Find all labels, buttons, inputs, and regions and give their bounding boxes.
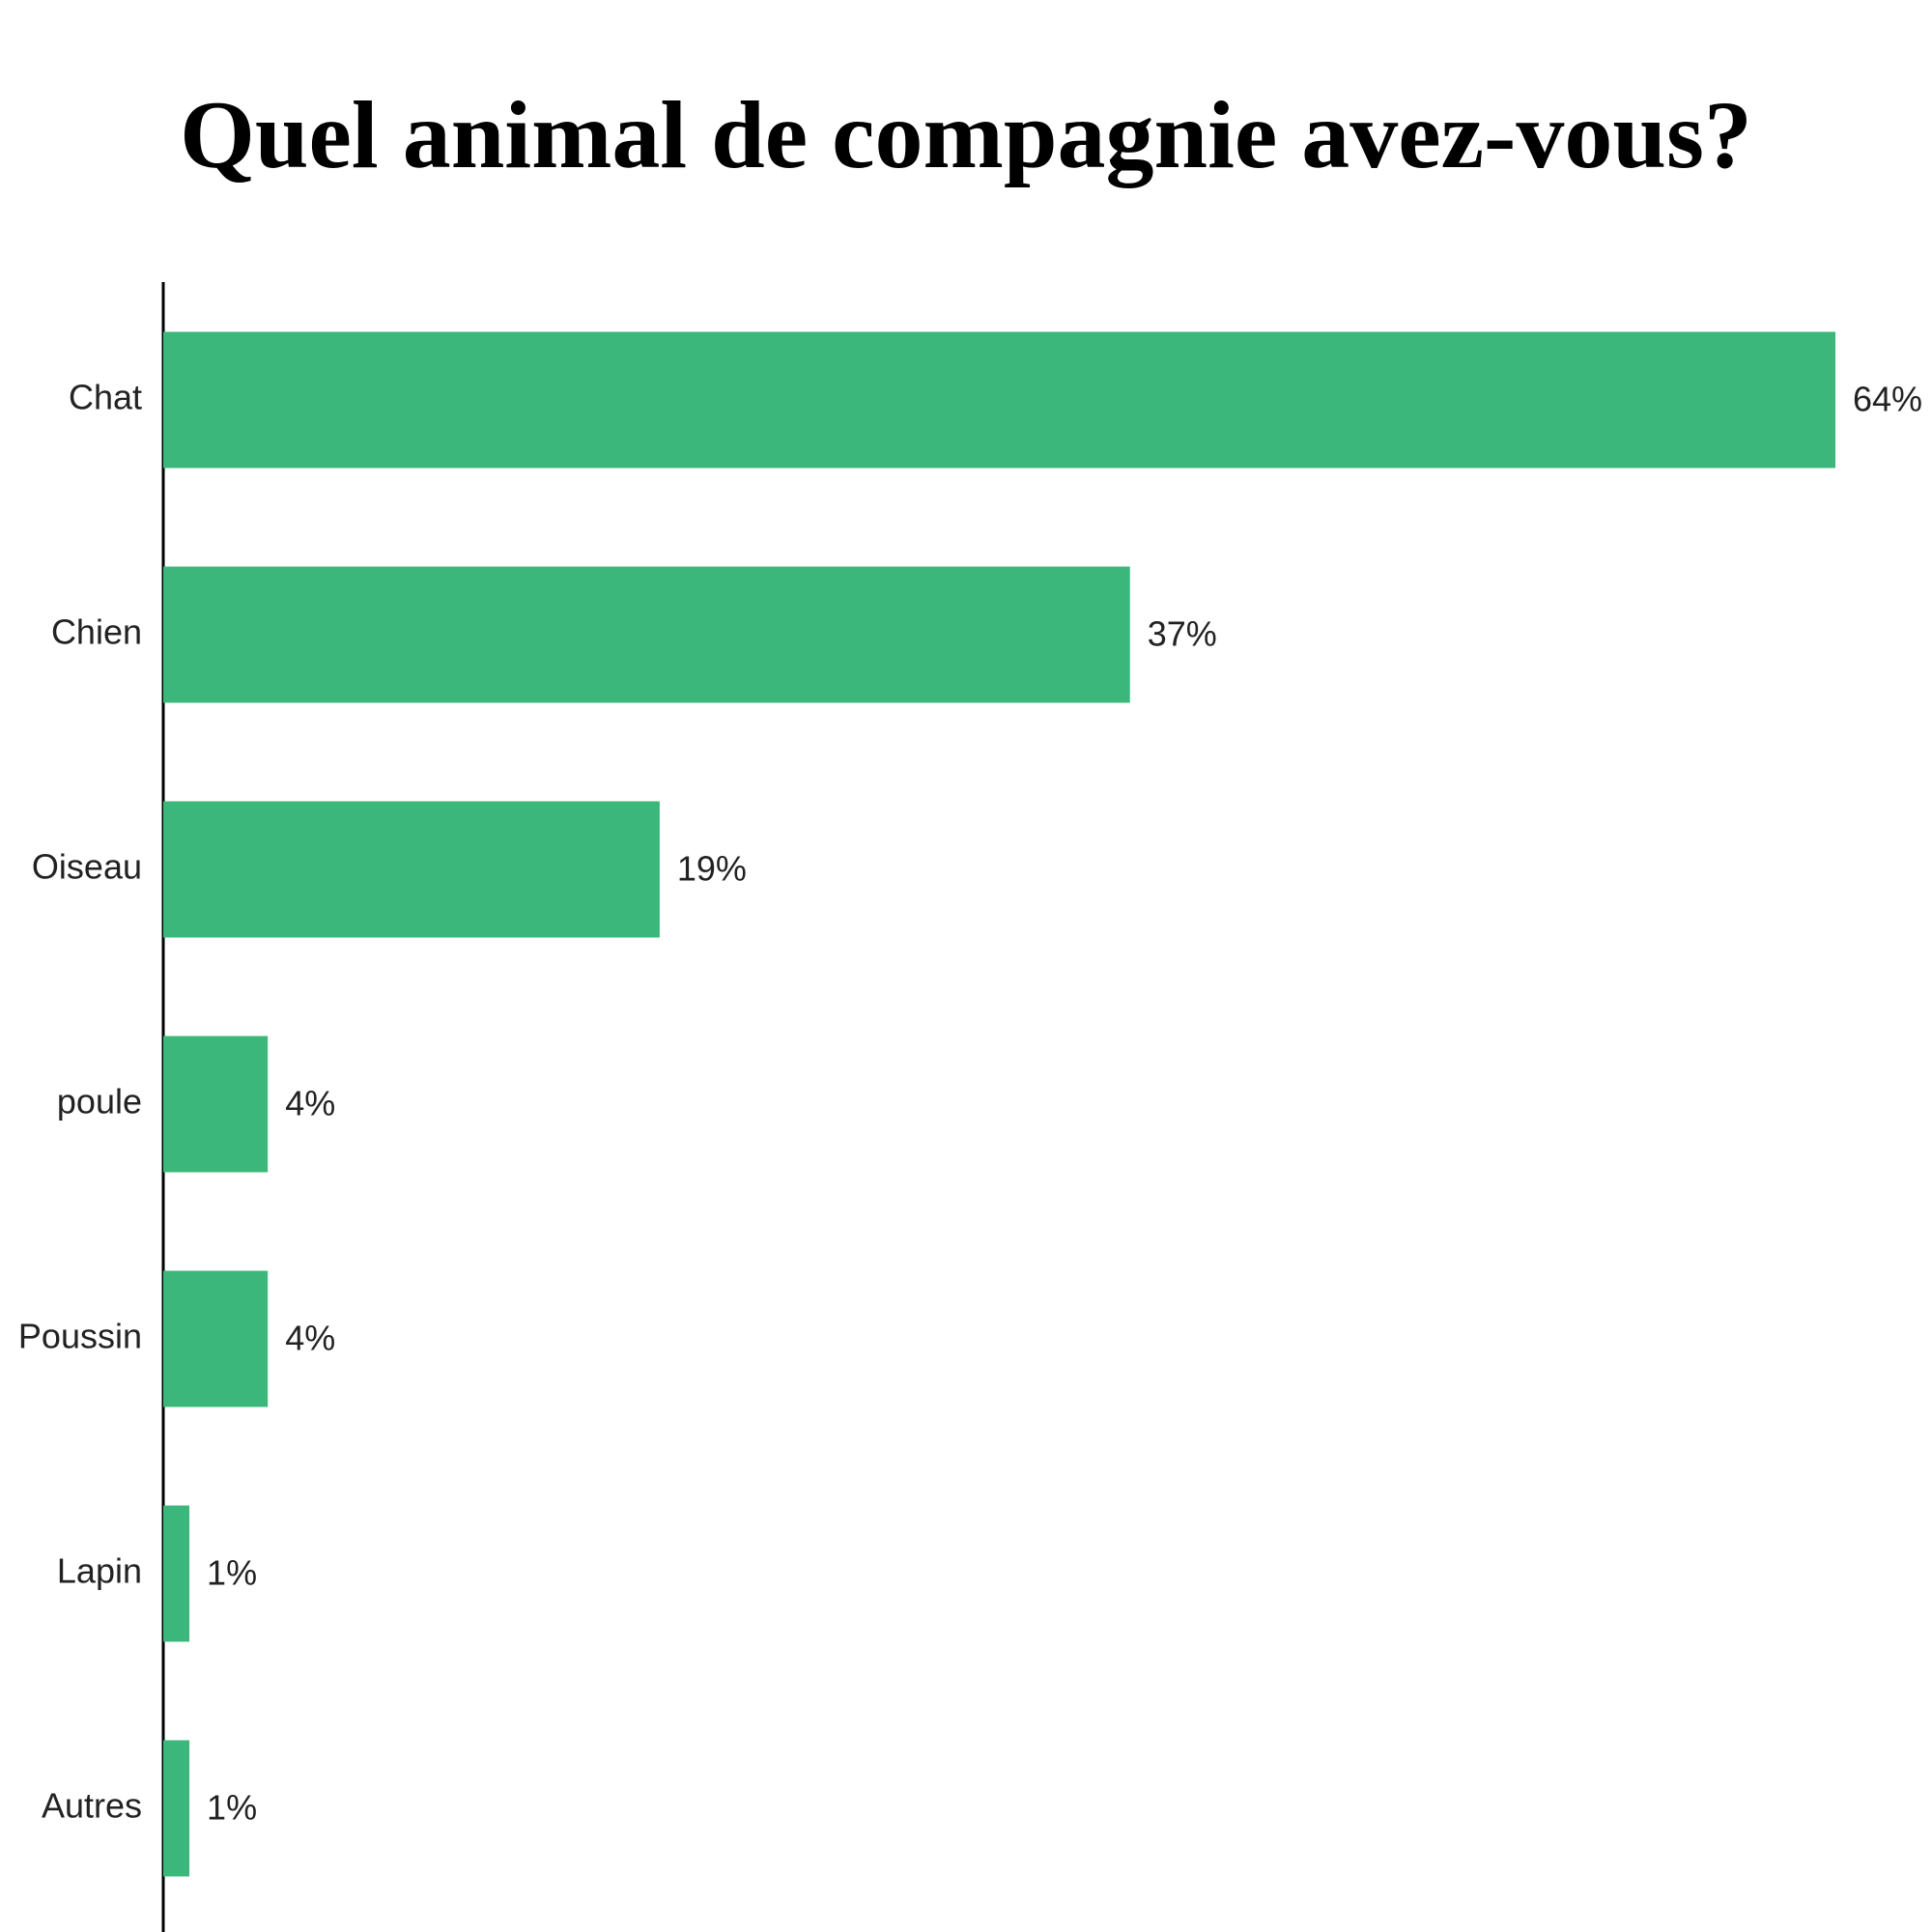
bar — [163, 1036, 269, 1173]
bar — [163, 1270, 269, 1407]
y-tick-label: Poussin — [18, 1317, 142, 1356]
bar — [163, 331, 1835, 469]
value-label: 1% — [207, 1788, 257, 1828]
y-tick-label: Chat — [69, 378, 142, 417]
y-tick-label: poule — [57, 1082, 142, 1122]
value-label: 4% — [285, 1319, 335, 1358]
y-tick-label: Oiseau — [32, 847, 142, 887]
value-label: 4% — [285, 1084, 335, 1123]
bar — [163, 801, 660, 938]
bar — [163, 1505, 190, 1642]
bar — [163, 566, 1130, 703]
value-label: 37% — [1148, 614, 1217, 654]
bar — [163, 1740, 190, 1877]
y-tick-label: Chien — [51, 612, 142, 652]
y-tick-label: Autres — [42, 1786, 142, 1826]
y-tick-label: Lapin — [57, 1551, 142, 1591]
value-label: 1% — [207, 1553, 257, 1593]
chart-title: Quel animal de compagnie avez-vous? — [180, 81, 1752, 188]
value-label: 64% — [1853, 380, 1922, 419]
value-label: 19% — [677, 849, 747, 889]
